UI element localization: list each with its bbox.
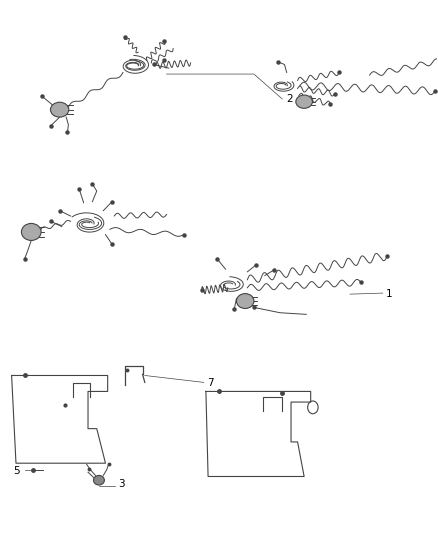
Text: 5: 5: [13, 466, 20, 475]
Ellipse shape: [50, 102, 69, 117]
Text: 2: 2: [287, 94, 293, 104]
Text: 7: 7: [207, 378, 213, 389]
Text: 1: 1: [386, 289, 392, 299]
Ellipse shape: [296, 95, 312, 108]
Ellipse shape: [21, 223, 41, 240]
Ellipse shape: [237, 294, 254, 309]
Text: 3: 3: [118, 480, 124, 489]
Ellipse shape: [93, 475, 104, 485]
